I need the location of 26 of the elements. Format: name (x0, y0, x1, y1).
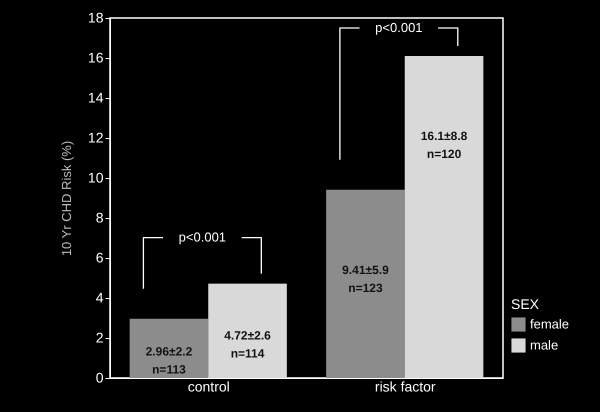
data-label: 16.1±8.8 n=120 (420, 129, 468, 161)
y-tick-label: 8 (96, 210, 104, 226)
y-tick-label: 18 (88, 10, 104, 26)
data-label: 9.41±5.9 n=123 (342, 262, 390, 295)
annotation: p<0.001 (178, 230, 226, 245)
legend-title: SEX (511, 296, 540, 312)
legend-label: male (530, 338, 558, 352)
y-tick-label: 4 (96, 290, 104, 306)
y-tick-label: 12 (88, 130, 104, 146)
legend-label: female (530, 316, 570, 332)
bar (208, 284, 287, 378)
y-tick-label: 10 (88, 170, 104, 186)
data-label: 4.72±2.6 n=114 (224, 328, 272, 361)
x-tick-label: risk factor (374, 378, 436, 394)
annotation: p<0.001 (375, 20, 423, 35)
y-tick-label: 0 (96, 370, 104, 386)
y-tick-label: 6 (96, 250, 104, 266)
y-tick-label: 14 (88, 90, 104, 106)
y-axis-title: 10 Yr CHD Risk (%) (58, 140, 74, 256)
y-tick-label: 16 (88, 50, 104, 66)
bar (404, 56, 484, 378)
y-tick-label: 2 (96, 330, 104, 346)
bar (326, 190, 405, 378)
bar (130, 318, 208, 378)
x-tick-label: control (188, 378, 230, 394)
data-label: 2.96±2.2 n=113 (146, 344, 193, 376)
